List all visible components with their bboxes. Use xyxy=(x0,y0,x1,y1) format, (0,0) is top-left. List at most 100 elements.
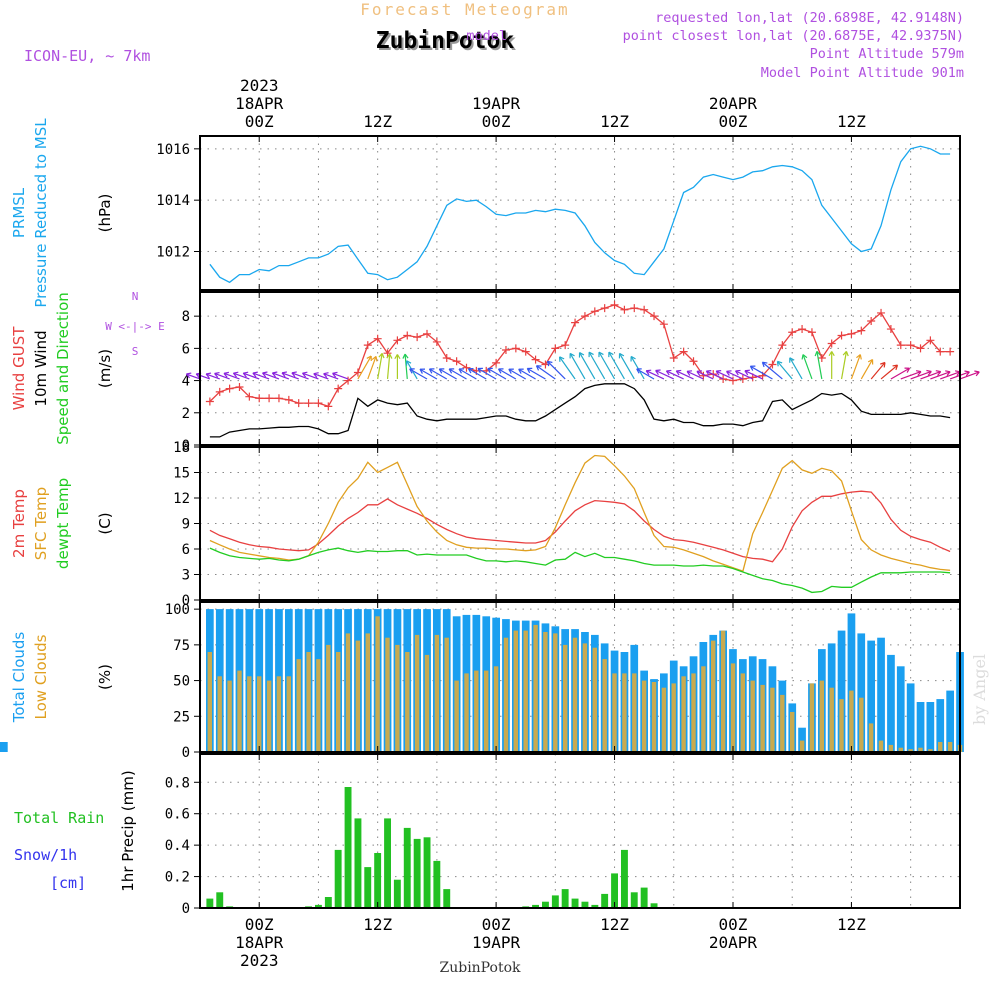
bar xyxy=(740,673,745,752)
bar xyxy=(839,699,844,752)
bar xyxy=(760,684,765,752)
wind-arrow xyxy=(735,370,753,380)
bottom-time-label: 2023 xyxy=(240,951,279,970)
bar xyxy=(364,867,372,908)
ytick-label: 4 xyxy=(182,374,190,390)
wind-arrow-head xyxy=(867,358,874,365)
point-altitude: Point Altitude 579m xyxy=(810,46,964,62)
top-time-label: 12Z xyxy=(837,112,866,131)
bar xyxy=(849,690,854,752)
bar xyxy=(621,849,628,908)
gust-marker xyxy=(304,399,313,408)
wind-arrow xyxy=(706,370,724,380)
wind-arrow xyxy=(686,370,704,380)
wind-arrow xyxy=(850,354,861,380)
wind-arrow xyxy=(840,351,848,380)
gust-marker xyxy=(501,345,510,354)
bar xyxy=(592,647,597,752)
wind-arrow xyxy=(910,370,932,380)
gust-marker xyxy=(610,300,619,309)
bottom-time-label: 00Z xyxy=(245,915,274,934)
ytick-label: 3 xyxy=(182,568,190,584)
gust-marker xyxy=(817,354,826,363)
wind-arrow-head xyxy=(789,357,795,363)
bar xyxy=(474,670,479,752)
wind-arrow xyxy=(458,368,477,380)
gust-marker xyxy=(225,384,234,393)
model-name: ICON-EU, ~ 7km xyxy=(24,47,150,65)
wind-arrow-head xyxy=(749,365,756,371)
panel-label: 2m Temp xyxy=(10,489,28,558)
wind-arrow-head xyxy=(904,367,911,373)
ytick-label: 0.8 xyxy=(165,775,190,791)
panel-4: 0 0.2 0.4 0.6 0.8 Total Rain Snow/1h [cm] 1hr Pr… xyxy=(14,753,961,917)
wind-arrow-head xyxy=(945,370,951,377)
bar xyxy=(374,853,382,908)
wind-arrow-head xyxy=(402,353,409,359)
wind-arrow xyxy=(205,373,220,380)
wind-arrow-head xyxy=(776,360,783,367)
bar xyxy=(720,630,726,752)
bar xyxy=(326,644,331,752)
gust-marker xyxy=(492,358,501,367)
wind-arrow xyxy=(569,353,586,380)
gust-marker xyxy=(255,394,264,403)
wind-arrow-head xyxy=(371,355,378,362)
bar xyxy=(533,624,538,752)
bar xyxy=(395,644,400,752)
gust-marker xyxy=(245,392,254,401)
bar xyxy=(780,694,785,752)
bar xyxy=(750,680,755,752)
bar xyxy=(424,654,430,752)
wind-arrow-head xyxy=(185,372,192,379)
wind-arrow-head xyxy=(262,371,268,378)
bar xyxy=(857,633,866,752)
wind-arrow xyxy=(579,352,596,380)
wind-arrow-head xyxy=(964,370,970,377)
ytick-label: 6 xyxy=(182,542,190,558)
gust-marker xyxy=(383,349,392,358)
wind-arrow-head xyxy=(302,371,308,378)
wind-arrow xyxy=(243,372,260,380)
bar xyxy=(385,637,390,752)
wind-arrow-head xyxy=(205,372,212,379)
bar xyxy=(701,666,706,752)
panel-label: PRMSL xyxy=(10,187,28,238)
ytick-label: 15 xyxy=(173,466,190,482)
bar xyxy=(355,640,361,752)
wind-arrow xyxy=(518,368,536,380)
wind-arrow-head xyxy=(448,368,455,374)
wind-arrow-head xyxy=(535,365,542,371)
gust-marker xyxy=(590,307,599,316)
wind-arrow-head xyxy=(569,352,575,359)
bar xyxy=(641,680,647,752)
gust-marker xyxy=(659,320,668,329)
bar xyxy=(809,683,815,752)
ytick-label: 0.6 xyxy=(165,807,190,823)
bar xyxy=(918,747,923,752)
gust-marker xyxy=(857,326,866,335)
ytick-label: 75 xyxy=(173,638,190,654)
gust-marker xyxy=(344,376,353,385)
wind-arrow xyxy=(890,367,910,380)
bar xyxy=(926,702,935,752)
panel-label: Low Clouds xyxy=(32,634,50,719)
wind-arrow-head xyxy=(842,351,849,357)
bar xyxy=(296,659,301,752)
wind-arrow xyxy=(789,357,803,380)
series-line xyxy=(209,145,951,284)
y-axis-label: (m/s) xyxy=(96,349,114,388)
bar xyxy=(640,887,648,908)
gust-marker xyxy=(571,318,580,327)
bar xyxy=(375,616,380,752)
gust-marker xyxy=(423,329,432,338)
gust-marker xyxy=(798,325,807,334)
wind-arrow xyxy=(262,372,280,380)
wind-arrow-head xyxy=(313,372,319,378)
ytick-label: 18 xyxy=(173,440,190,456)
wind-arrow xyxy=(880,364,898,380)
wind-arrow xyxy=(252,372,270,380)
bar xyxy=(651,682,657,752)
wind-arrow-head xyxy=(588,351,594,358)
bar xyxy=(266,680,272,752)
